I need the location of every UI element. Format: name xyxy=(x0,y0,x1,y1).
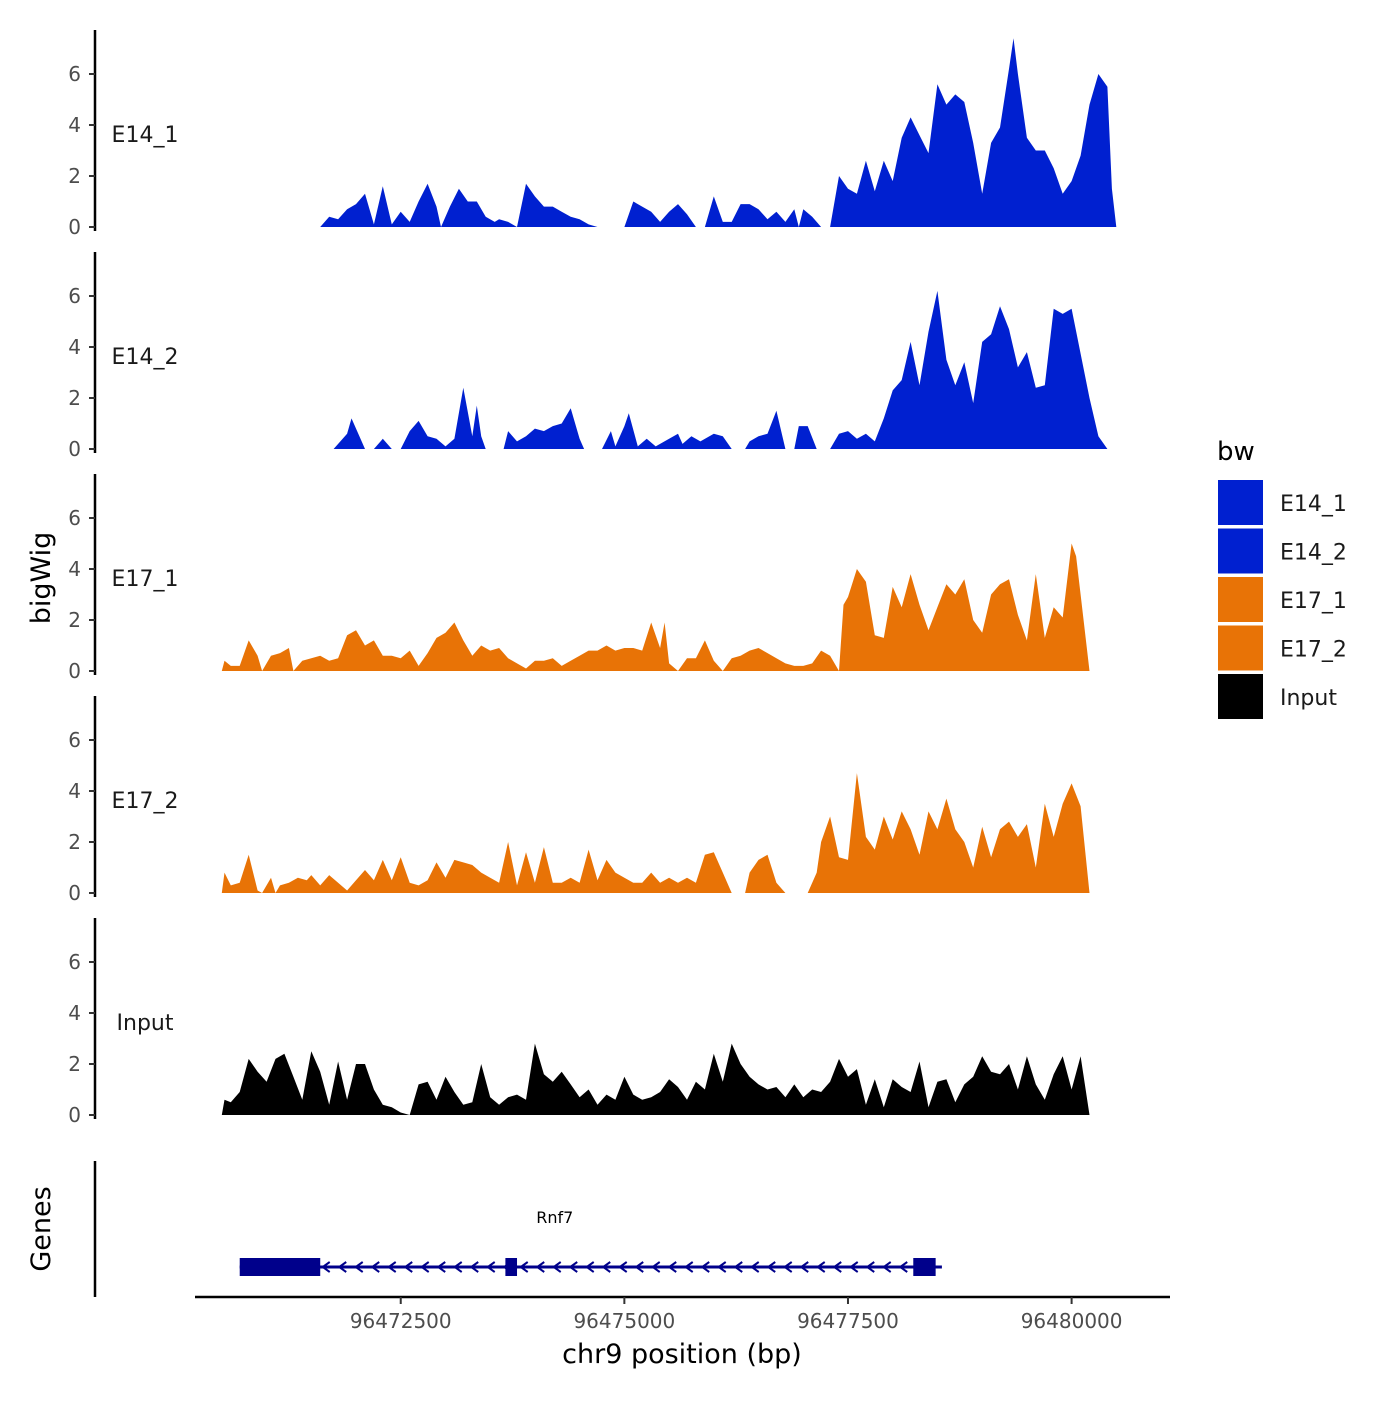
y-tick-label: 4 xyxy=(68,1001,81,1025)
strand-arrow xyxy=(783,1261,793,1273)
x-tick-label: 96480000 xyxy=(1021,1309,1123,1333)
legend-swatch xyxy=(1218,625,1263,671)
strand-arrow xyxy=(750,1261,760,1273)
y-tick-label: 4 xyxy=(68,335,81,359)
y-tick-label: 0 xyxy=(68,659,81,683)
strand-arrow xyxy=(453,1261,463,1273)
legend-title: bw xyxy=(1217,437,1255,467)
y-tick-label: 6 xyxy=(68,950,81,974)
strand-arrow xyxy=(898,1261,908,1273)
strand-arrow xyxy=(601,1261,611,1273)
y-tick-label: 6 xyxy=(68,62,81,86)
strand-arrow xyxy=(717,1261,727,1273)
strand-arrow xyxy=(535,1261,545,1273)
strand-arrow xyxy=(387,1261,397,1273)
track-label: Input xyxy=(117,1011,174,1036)
strand-arrow xyxy=(519,1261,529,1273)
coverage-area-e17-2 xyxy=(221,773,1090,893)
y-tick-label: 4 xyxy=(68,779,81,803)
x-tick-label: 96472500 xyxy=(350,1309,452,1333)
y-tick-label: 2 xyxy=(68,164,81,188)
strand-arrow xyxy=(420,1261,430,1273)
gene-name-label: Rnf7 xyxy=(536,1208,573,1227)
strand-arrow xyxy=(700,1261,710,1273)
y-tick-label: 0 xyxy=(68,881,81,905)
strand-arrow xyxy=(618,1261,628,1273)
strand-arrow xyxy=(849,1261,859,1273)
y-tick-label: 2 xyxy=(68,386,81,410)
legend-swatch xyxy=(1218,528,1263,574)
y-tick-label: 2 xyxy=(68,608,81,632)
genes-axis-title: Genes xyxy=(26,1186,57,1271)
strand-arrow xyxy=(552,1261,562,1273)
coverage-tracks: 0 2 4 6 E14_1 0 2 4 6 E14_2 0 2 4 6 E17_1 0 2 4 6 E17_2 0 2 4 6… xyxy=(68,30,1117,1127)
y-tick-label: 4 xyxy=(68,557,81,581)
track-e17-2: 0 2 4 6 E17_2 xyxy=(68,696,1090,905)
legend-swatch xyxy=(1218,674,1263,719)
track-e14-2: 0 2 4 6 E14_2 xyxy=(68,252,1108,461)
strand-arrow xyxy=(832,1261,842,1273)
legend-swatch xyxy=(1218,577,1263,622)
strand-arrow xyxy=(684,1261,694,1273)
strand-arrow xyxy=(816,1261,826,1273)
strand-arrow xyxy=(486,1261,496,1273)
strand-arrow xyxy=(634,1261,644,1273)
coverage-area-e14-1 xyxy=(320,38,1117,227)
legend-label: E17_2 xyxy=(1280,638,1347,663)
y-tick-label: 2 xyxy=(68,1052,81,1076)
coverage-area-e14-2 xyxy=(333,290,1108,449)
track-e17-1: 0 2 4 6 E17_1 xyxy=(68,474,1090,683)
y-tick-label: 0 xyxy=(68,215,81,239)
strand-arrow xyxy=(766,1261,776,1273)
strand-arrow xyxy=(354,1261,364,1273)
coverage-area-e17-1 xyxy=(221,543,1090,671)
x-axis: 96472500 96475000 96477500 96480000 xyxy=(195,1295,1170,1333)
strand-arrow xyxy=(733,1261,743,1273)
y-tick-label: 6 xyxy=(68,284,81,308)
strand-arrow xyxy=(799,1261,809,1273)
track-label: E17_2 xyxy=(112,789,179,814)
track-label: E14_1 xyxy=(112,123,179,148)
legend-label: Input xyxy=(1280,686,1337,711)
gene-exon xyxy=(505,1258,518,1276)
strand-arrow xyxy=(568,1261,578,1273)
strand-arrow xyxy=(865,1261,875,1273)
track-input: 0 2 4 6 Input xyxy=(68,918,1090,1127)
track-e14-1: 0 2 4 6 E14_1 xyxy=(68,30,1117,239)
coverage-area-input xyxy=(221,1043,1090,1115)
x-axis-title: chr9 position (bp) xyxy=(562,1339,802,1370)
strand-arrow xyxy=(337,1261,347,1273)
strand-arrow xyxy=(882,1261,892,1273)
gene-exon xyxy=(913,1258,936,1276)
y-tick-label: 0 xyxy=(68,1103,81,1127)
track-label: E14_2 xyxy=(112,345,179,370)
y-tick-label: 6 xyxy=(68,728,81,752)
strand-arrow xyxy=(403,1261,413,1273)
legend-label: E17_1 xyxy=(1280,589,1347,614)
y-tick-label: 0 xyxy=(68,437,81,461)
strand-arrow xyxy=(469,1261,479,1273)
legend-swatch xyxy=(1218,480,1263,525)
y-tick-label: 4 xyxy=(68,113,81,137)
strand-arrow xyxy=(585,1261,595,1273)
legend: bw E14_1 E14_2 E17_1 E17_2 Input xyxy=(1217,437,1347,719)
y-tick-label: 6 xyxy=(68,506,81,530)
strand-arrow xyxy=(370,1261,380,1273)
gene-exon xyxy=(239,1258,321,1276)
gene-track: Rnf7 xyxy=(93,1161,942,1297)
strand-arrow xyxy=(321,1261,331,1273)
legend-label: E14_2 xyxy=(1280,541,1347,566)
legend-label: E14_1 xyxy=(1280,492,1347,517)
x-tick-label: 96475000 xyxy=(573,1309,675,1333)
strand-arrow xyxy=(651,1261,661,1273)
track-label: E17_1 xyxy=(112,567,179,592)
x-tick-label: 96477500 xyxy=(797,1309,899,1333)
y-tick-label: 2 xyxy=(68,830,81,854)
strand-arrow xyxy=(667,1261,677,1273)
y-axis-title: bigWig xyxy=(26,532,57,625)
strand-arrow xyxy=(436,1261,446,1273)
